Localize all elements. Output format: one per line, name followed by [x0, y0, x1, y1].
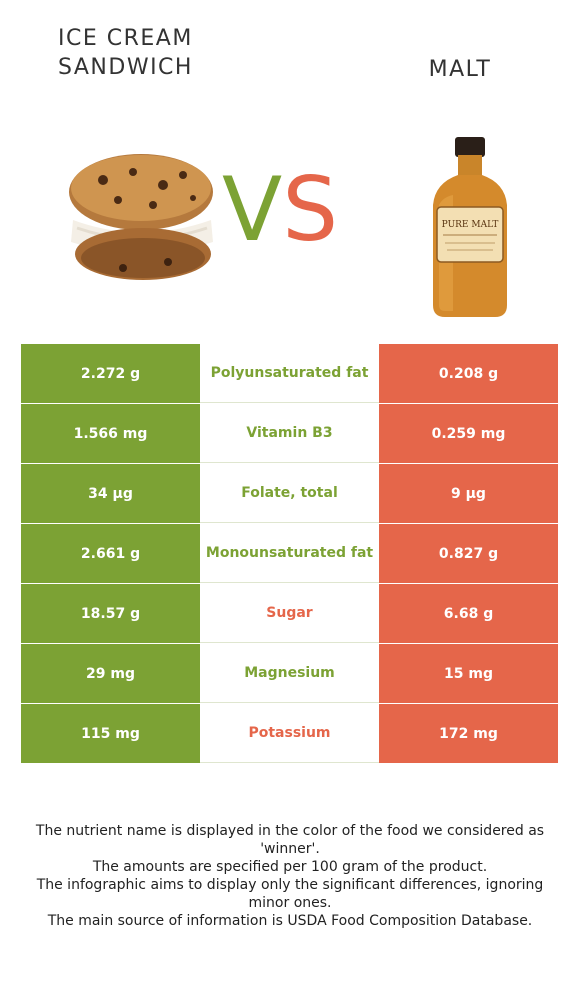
footnote-amounts: The amounts are specified per 100 gram o…: [92, 859, 488, 875]
left-value: 34 µg: [21, 464, 200, 523]
table-row: 18.57 g Sugar 6.68 g: [21, 584, 558, 643]
table-row: 29 mg Magnesium 15 mg: [21, 644, 558, 703]
nutrient-name: Vitamin B3: [200, 404, 379, 463]
nutrient-name: Potassium: [200, 704, 379, 763]
right-value: 6.68 g: [379, 584, 558, 643]
left-food-title: ICE CREAM SANDWICH: [58, 26, 193, 80]
footnote-winner: The nutrient name is displayed in the co…: [35, 823, 545, 857]
right-value: 0.827 g: [379, 524, 558, 583]
table-row: 34 µg Folate, total 9 µg: [21, 464, 558, 523]
malt-bottle-image: PURE MALT: [433, 137, 507, 317]
table-row: 2.661 g Monounsaturated fat 0.827 g: [21, 524, 558, 583]
table-row: 2.272 g Polyunsaturated fat 0.208 g: [21, 344, 558, 403]
bottle-label-text: PURE MALT: [442, 220, 499, 230]
right-value: 0.259 mg: [379, 404, 558, 463]
vs-s-letter: S: [282, 158, 339, 261]
nutrient-name: Folate, total: [200, 464, 379, 523]
right-value: 172 mg: [379, 704, 558, 763]
left-value: 29 mg: [21, 644, 200, 703]
footnote-source: The main source of information is USDA F…: [47, 913, 533, 929]
right-value: 9 µg: [379, 464, 558, 523]
left-value: 2.272 g: [21, 344, 200, 403]
vs-v-letter: V: [222, 158, 283, 261]
nutrient-name: Magnesium: [200, 644, 379, 703]
left-value: 1.566 mg: [21, 404, 200, 463]
nutrient-name: Sugar: [200, 584, 379, 643]
left-value: 18.57 g: [21, 584, 200, 643]
table-row: 1.566 mg Vitamin B3 0.259 mg: [21, 404, 558, 463]
left-value: 2.661 g: [21, 524, 200, 583]
right-food-title: MALT: [428, 57, 492, 82]
footnotes: The nutrient name is displayed in the co…: [20, 822, 560, 930]
right-value: 15 mg: [379, 644, 558, 703]
versus-label: VS: [222, 160, 338, 260]
nutrient-name: Polyunsaturated fat: [200, 344, 379, 403]
comparison-table: 2.272 g Polyunsaturated fat 0.208 g 1.566 m…: [21, 344, 558, 764]
nutrient-name: Monounsaturated fat: [200, 524, 379, 583]
ice-cream-sandwich-image: [69, 154, 213, 280]
right-value: 0.208 g: [379, 344, 558, 403]
table-row: 115 mg Potassium 172 mg: [21, 704, 558, 763]
left-value: 115 mg: [21, 704, 200, 763]
footnote-differences: The infographic aims to display only the…: [36, 877, 544, 911]
